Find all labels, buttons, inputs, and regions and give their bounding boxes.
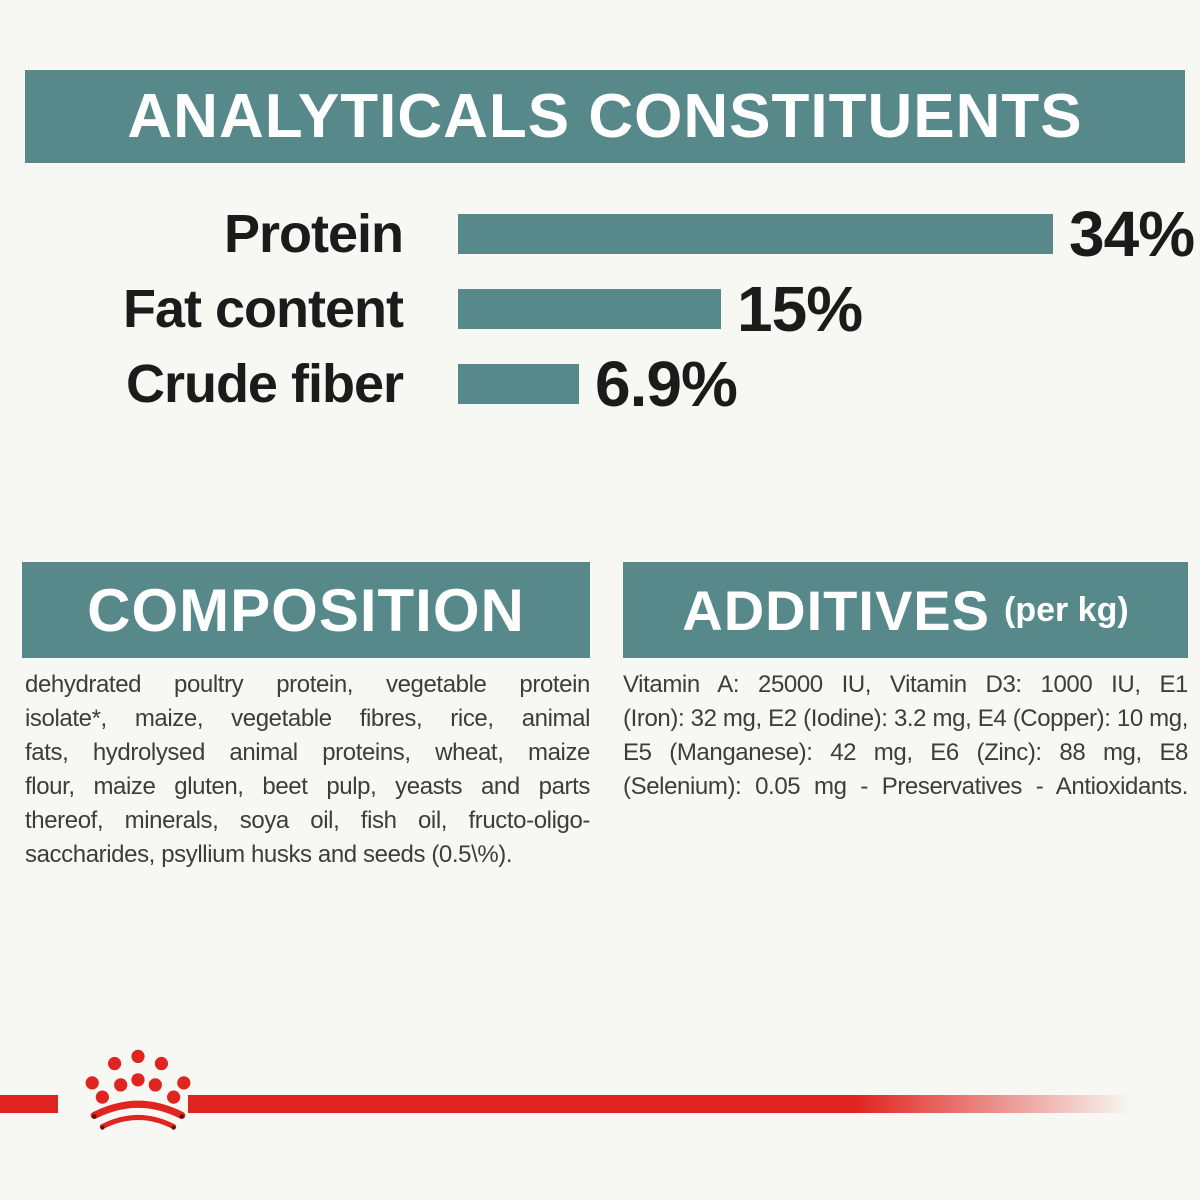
- bar-label-fat: Fat content: [123, 278, 404, 339]
- composition-line: dehydrated poultry protein, vegetable pr…: [25, 671, 590, 698]
- chart-row-fiber: Crude fiber 6.9%: [0, 346, 1200, 421]
- composition-line: thereof, minerals, soya oil, fish oil, f…: [25, 807, 590, 834]
- bar-label-fiber: Crude fiber: [125, 353, 404, 414]
- chart-row-fat: Fat content 15%: [0, 271, 1200, 346]
- footer-red-line-left: [0, 1095, 58, 1113]
- composition-line: isolate*, maize, vegetable fibres, rice,…: [25, 705, 590, 732]
- composition-text: dehydrated poultry protein, vegetable pr…: [25, 668, 590, 872]
- bar-value-fiber: 6.9%: [595, 347, 738, 420]
- analyticals-banner: ANALYTICALS CONSTITUENTS: [25, 70, 1185, 163]
- chart-row-protein: Protein 34%: [0, 196, 1200, 271]
- bar-label-protein: Protein: [223, 203, 404, 264]
- bar-fiber: [458, 363, 579, 404]
- additives-heading-suffix: (per kg): [1004, 590, 1129, 629]
- composition-line: fats, hydrolysed animal proteins, wheat,…: [25, 739, 590, 766]
- additives-text: Vitamin A: 25000 IU, Vitamin D3: 1000 IU…: [623, 668, 1188, 804]
- additives-line: (Selenium): 0.05 mg - Preservatives - An…: [623, 773, 1188, 800]
- nutrition-bar-chart: Protein 34% Fat content 15% Crude fiber …: [0, 196, 1200, 421]
- composition-line: flour, maize gluten, beet pulp, yeasts a…: [25, 773, 590, 800]
- bar-fat: [458, 288, 721, 329]
- footer-red-line-right: [188, 1095, 1140, 1113]
- additives-heading-box: ADDITIVES (per kg): [623, 562, 1188, 658]
- bar-value-fat: 15%: [737, 272, 863, 345]
- additives-line: Vitamin A: 25000 IU, Vitamin D3: 1000 IU…: [623, 671, 1188, 698]
- composition-heading: COMPOSITION: [87, 576, 525, 644]
- additives-line: (Iron): 32 mg, E2 (Iodine): 3.2 mg, E4 (…: [623, 705, 1188, 732]
- composition-heading-box: COMPOSITION: [22, 562, 590, 658]
- bar-value-protein: 34%: [1069, 197, 1195, 270]
- bar-protein: [458, 213, 1053, 254]
- additives-line: E5 (Manganese): 42 mg, E6 (Zinc): 88 mg,…: [623, 739, 1188, 766]
- royal-canin-crown-icon: [85, 1049, 191, 1130]
- composition-line: saccharides, psyllium husks and seeds (0…: [25, 841, 513, 868]
- additives-heading: ADDITIVES: [682, 578, 990, 642]
- analyticals-title: ANALYTICALS CONSTITUENTS: [127, 82, 1083, 151]
